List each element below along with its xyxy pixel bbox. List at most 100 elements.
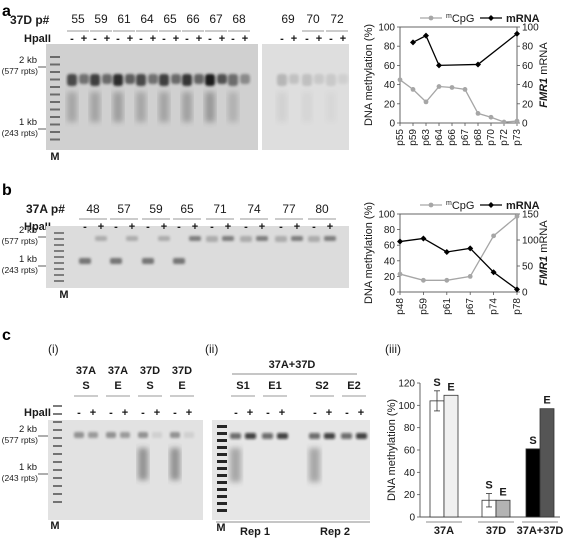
panel-a-ladder-band xyxy=(50,56,60,58)
panel-c-i-ladder-band xyxy=(53,485,62,487)
panel-c-ii-band-minus xyxy=(230,433,241,439)
panel-b-passage-71: 71 xyxy=(213,202,227,216)
panel-b-chart: 0 20 40 60 80 100 0 50 100 150 p48 p59 p61 p67 p74 p78 D… xyxy=(363,200,550,315)
panel-c-marker-2kb-rpts: (577 rpts) xyxy=(2,435,39,445)
panel-c-plus: + xyxy=(90,407,96,419)
panel-c-ii-ladder-band xyxy=(217,495,227,498)
panel-a-band-minus xyxy=(136,74,146,86)
chart-b-x-tick-label: p48 xyxy=(395,298,406,315)
chart-c-y-tick-label: 80 xyxy=(404,423,416,434)
panel-c-ii-ladder-band xyxy=(217,432,227,435)
chart-a-left-tick-label: 80 xyxy=(384,42,396,53)
panel-c-i-ladder-band xyxy=(53,445,62,447)
panel-a-minus: - xyxy=(280,33,284,45)
chart-c-ylabel: DNA methylation (%) xyxy=(386,399,398,501)
chart-a-left-tick-label: 20 xyxy=(384,99,396,110)
panel-b-band-plus xyxy=(126,236,138,241)
chart-a-left-tick-label: 0 xyxy=(389,119,395,130)
chart-b-plot-frame xyxy=(399,213,518,293)
chart-b-point-mCpG xyxy=(514,213,520,219)
chart-b-point-mCpG xyxy=(444,277,450,283)
panel-a-lane-m: M xyxy=(50,151,59,163)
panel-c-i-band-plus xyxy=(184,432,194,438)
chart-b-right-tick-label: 50 xyxy=(522,262,534,273)
panel-c-header-ii: 37A+37D xyxy=(269,359,316,371)
panel-b: b 37A p# HpaII 2 kb (577 rpts) 1 kb (243… xyxy=(2,182,349,301)
panel-c-lane-m-i: M xyxy=(50,520,59,532)
panel-a-band-minus xyxy=(228,74,238,86)
panel-a-hpa-label: HpaII xyxy=(24,33,51,45)
panel-c-ii-ladder-band xyxy=(217,502,227,505)
chart-c-y-tick-label: 40 xyxy=(404,468,416,479)
panel-c-i-ladder-band xyxy=(53,429,62,431)
panel-c-minus: - xyxy=(234,407,238,419)
panel-b-band-minus xyxy=(240,236,252,242)
panel-c-rep2: Rep 2 xyxy=(320,526,350,538)
panel-c-ii-group: E1 xyxy=(268,380,281,392)
chart-b-point-mRNA xyxy=(514,286,520,293)
chart-b-left-tick-label: 80 xyxy=(384,225,396,236)
panel-c-i-band-plus xyxy=(152,432,162,438)
panel-c-minus: - xyxy=(141,407,145,419)
panel-c-i-ladder-band xyxy=(53,501,62,503)
chart-a-series-line-mRNA xyxy=(412,33,518,67)
panel-a-marker-2kb: 2 kb xyxy=(19,55,37,66)
panel-a: a 37D p# HpaII 2 kb (577 rpts) 1 kb (243… xyxy=(2,3,349,163)
panel-c-ii-ladder-band xyxy=(217,481,227,484)
chart-b-series-line-mRNA xyxy=(399,237,518,290)
panel-a-ladder-band xyxy=(50,138,60,141)
chart-b-right-tick-label: 0 xyxy=(522,288,528,299)
panel-a-passage-70: 70 xyxy=(306,12,320,26)
panel-a-passage-67: 67 xyxy=(209,12,223,26)
panel-a-ladder-band xyxy=(50,93,60,96)
panel-a-band-plus xyxy=(338,74,348,84)
panel-c-ii-ladder-band xyxy=(217,460,227,463)
chart-b-point-mRNA xyxy=(397,238,403,245)
chart-a-point-mCpG xyxy=(501,119,507,125)
panel-c-i-ladder-band xyxy=(53,477,62,479)
chart-b-legend-mrna-marker xyxy=(488,202,494,208)
panel-b-plus: + xyxy=(98,221,104,233)
panel-a-gel-left xyxy=(46,44,258,150)
chart-c-bar-label: S xyxy=(433,377,440,389)
chart-a-legend-mrna-label: mRNA xyxy=(506,13,540,25)
panel-a-ladder-band xyxy=(50,108,60,111)
panel-b-marker-1kb: 1 kb xyxy=(19,254,37,265)
panel-b-passage-77: 77 xyxy=(282,202,296,216)
panel-a-ladder-band xyxy=(50,131,60,133)
panel-b-band-minus xyxy=(206,236,218,242)
panel-c-minus: - xyxy=(345,407,349,419)
chart-a-x-tick-label: p63 xyxy=(421,129,432,146)
panel-b-plus: + xyxy=(192,221,198,233)
chart-b-legend-cpg-label: mCpG xyxy=(446,200,474,212)
panel-c-plus: + xyxy=(358,407,364,419)
panel-a-smear xyxy=(302,92,312,122)
panel-a-plus: + xyxy=(127,33,133,45)
panel-c-label: c xyxy=(2,327,11,344)
panel-c-i-group-bottom: S xyxy=(146,380,153,392)
panel-a-ladder-band xyxy=(50,101,60,103)
panel-c-lane-m-ii: M xyxy=(216,522,225,534)
panel-b-passage-59: 59 xyxy=(149,202,163,216)
panel-b-plus: + xyxy=(225,221,231,233)
chart-c-y-tick-label: 100 xyxy=(398,401,415,412)
panel-c-i-smear xyxy=(170,448,180,480)
panel-b-band-minus xyxy=(308,236,320,242)
panel-a-marker-2kb-rpts: (577 rpts) xyxy=(2,66,39,76)
panel-c-ii-group: S2 xyxy=(315,380,328,392)
chart-c-bar-label: E xyxy=(499,486,506,498)
panel-b-band-minus xyxy=(79,258,91,264)
panel-b-marker-2kb: 2 kb xyxy=(19,225,37,236)
chart-a-right-tick-label: 60 xyxy=(522,61,534,72)
panel-a-passage-66: 66 xyxy=(186,12,200,26)
panel-a-band-plus xyxy=(217,74,227,84)
chart-a-x-tick-label: p59 xyxy=(408,129,419,146)
panel-a-plus: + xyxy=(196,33,202,45)
panel-b-gel xyxy=(46,226,349,288)
panel-c-i-band-minus xyxy=(138,432,148,438)
chart-c-bar-S-37A+37D xyxy=(525,448,541,518)
panel-c-i-group-top: 37D xyxy=(140,365,160,377)
panel-a-band-plus xyxy=(148,74,158,84)
chart-a-series-line-mCpG xyxy=(399,79,518,123)
